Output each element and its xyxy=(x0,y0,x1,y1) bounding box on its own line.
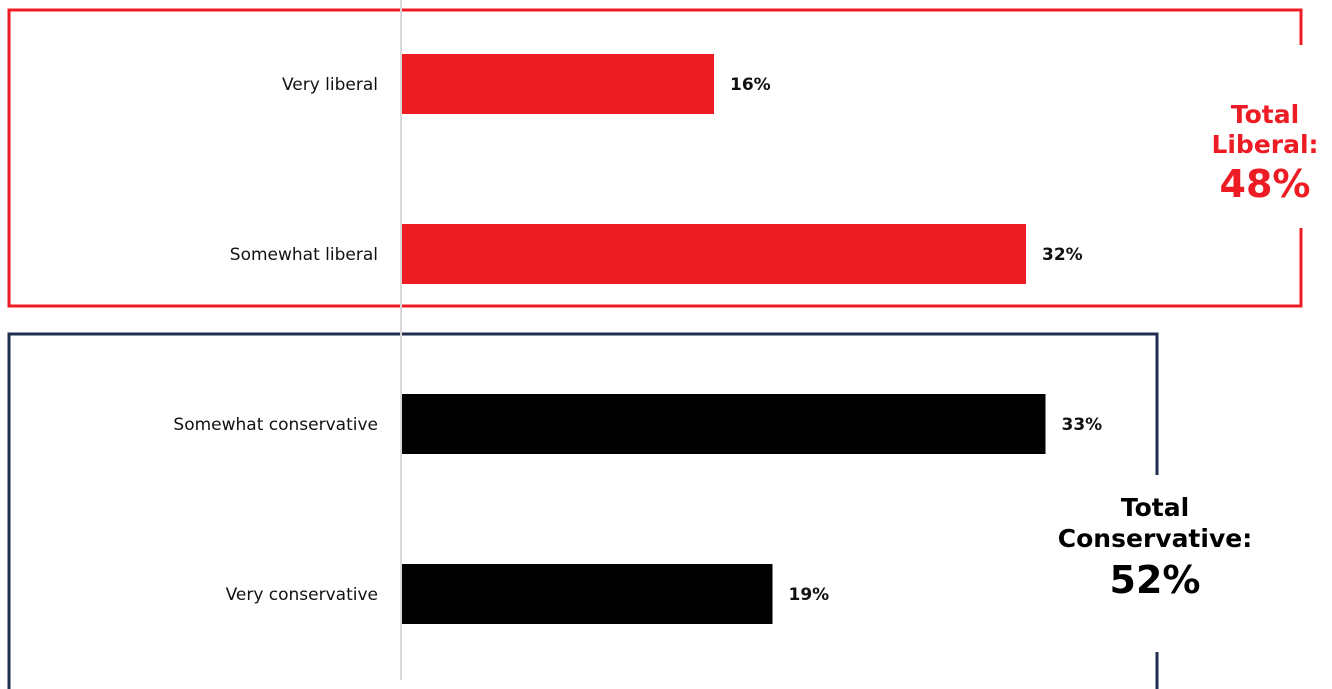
conservative-group-box xyxy=(7,332,1159,689)
bar-somewhat-conservative xyxy=(402,394,1046,454)
category-label: Somewhat conservative xyxy=(173,415,378,435)
bar-somewhat-liberal xyxy=(402,224,1026,284)
bar-very-liberal xyxy=(402,54,714,114)
total-liberal-annotation: Total Liberal: 48% xyxy=(1200,100,1330,208)
category-label: Very conservative xyxy=(226,585,378,605)
total-conservative-annotation: Total Conservative: 52% xyxy=(1030,492,1280,604)
value-label: 33% xyxy=(1062,415,1103,435)
total-conservative-value: 52% xyxy=(1109,557,1201,602)
value-label: 32% xyxy=(1042,245,1083,265)
total-conservative-line1: Total xyxy=(1120,493,1190,522)
total-liberal-line2: Liberal: xyxy=(1211,130,1319,159)
total-liberal-line1: Total xyxy=(1230,100,1300,129)
total-conservative-line2: Conservative: xyxy=(1057,524,1253,554)
liberal-group-box xyxy=(7,8,1303,308)
total-liberal-value: 48% xyxy=(1219,162,1311,206)
value-label: 16% xyxy=(730,75,771,95)
value-label: 19% xyxy=(789,585,830,605)
category-label: Somewhat liberal xyxy=(230,245,378,265)
bar-very-conservative xyxy=(402,564,773,624)
category-label: Very liberal xyxy=(282,75,378,95)
